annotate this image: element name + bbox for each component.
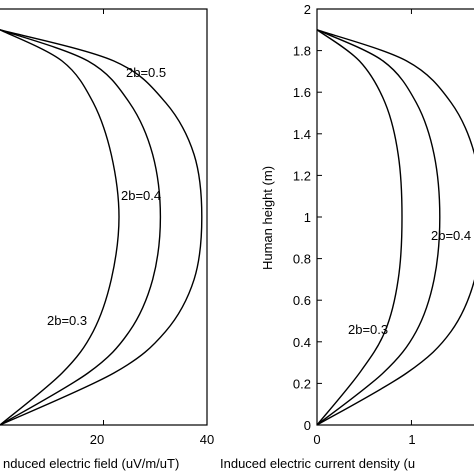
right-y-tick-label-6: 1.2 bbox=[293, 168, 311, 183]
right-y-tick-label-8: 1.6 bbox=[293, 85, 311, 100]
right-x-tick-0: 0 bbox=[313, 432, 320, 447]
right-y-tick-label-1: 0.2 bbox=[293, 376, 311, 391]
right-y-tick-label-7: 1.4 bbox=[293, 127, 311, 142]
right-series-line-2 bbox=[316, 29, 474, 426]
left-ticks bbox=[103, 9, 208, 425]
left-x-tick-20: 20 bbox=[90, 432, 104, 447]
left-series-line-2 bbox=[0, 29, 203, 426]
right-y-tick-labels: 0 0.2 0.4 0.6 0.8 1 1.2 1.4 1.6 1.8 2 bbox=[293, 2, 311, 433]
right-y-tick-label-0: 0 bbox=[304, 418, 311, 433]
right-y-tick-label-4: 0.8 bbox=[293, 252, 311, 267]
left-panel: 20 40 nduced electric field (uV/m/uT) 2b… bbox=[0, 8, 214, 471]
right-y-tick-label-2: 0.4 bbox=[293, 335, 311, 350]
left-annotation-2b-0.3: 2b=0.3 bbox=[47, 313, 87, 328]
left-series-line-1 bbox=[0, 29, 162, 426]
right-annotation-2b-0.3: 2b=0.3 bbox=[348, 322, 388, 337]
right-annotation-2b-0.4: 2b=0.4 bbox=[431, 228, 471, 243]
right-y-tick-label-5: 1 bbox=[304, 210, 311, 225]
right-y-tick-label-9: 1.8 bbox=[293, 44, 311, 59]
left-annotation-2b-0.5: 2b=0.5 bbox=[126, 65, 166, 80]
right-ticks bbox=[316, 8, 412, 426]
right-y-tick-label-3: 0.6 bbox=[293, 293, 311, 308]
right-y-axis-title: Human height (m) bbox=[260, 166, 275, 270]
right-panel: 0 0.2 0.4 0.6 0.8 1 1.2 1.4 1.6 1.8 2 0 1 Induced … bbox=[220, 2, 474, 471]
left-series-line-0 bbox=[0, 29, 120, 426]
right-y-tick-label-10: 2 bbox=[304, 2, 311, 17]
right-curves bbox=[316, 29, 474, 426]
right-series-line-0 bbox=[316, 29, 403, 426]
left-annotation-2b-0.4: 2b=0.4 bbox=[121, 188, 161, 203]
left-plot-frame bbox=[0, 8, 208, 426]
right-x-axis-title: Induced electric current density (u bbox=[220, 456, 415, 471]
right-x-tick-1: 1 bbox=[408, 432, 415, 447]
left-x-axis-title: nduced electric field (uV/m/uT) bbox=[3, 456, 179, 471]
left-curves bbox=[0, 29, 203, 426]
right-series-line-1 bbox=[316, 29, 441, 426]
left-x-tick-40: 40 bbox=[200, 432, 214, 447]
